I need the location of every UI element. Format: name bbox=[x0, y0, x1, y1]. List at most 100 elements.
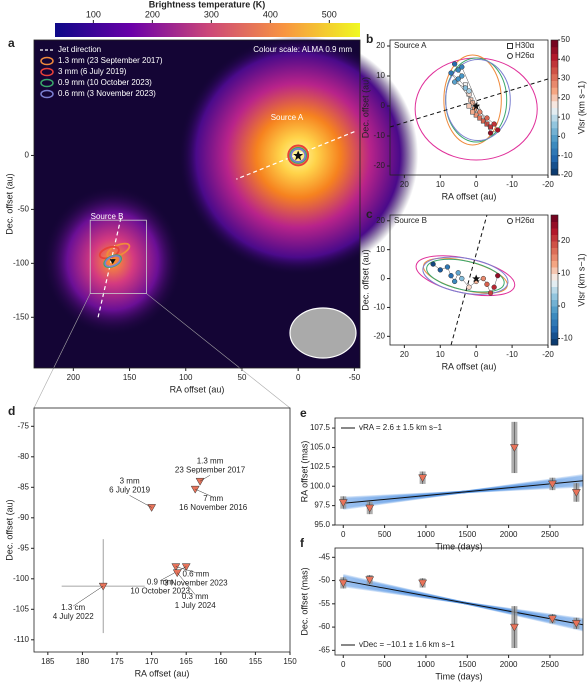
y-tick-label: 102.5 bbox=[310, 462, 331, 471]
legend-label: 1.3 mm (23 September 2017) bbox=[58, 56, 163, 65]
source-a-label: Source A bbox=[271, 113, 304, 122]
x-tick-label: 0 bbox=[474, 350, 479, 359]
colorbar-segment bbox=[551, 161, 558, 169]
y-tick-label: 105.0 bbox=[310, 443, 331, 452]
y-tick-label: -55 bbox=[318, 599, 330, 608]
point-date: 1 July 2024 bbox=[175, 601, 216, 610]
colorbar-segment bbox=[551, 215, 558, 222]
y-tick-label: 10 bbox=[376, 245, 385, 254]
colorbar-tick-label: -10 bbox=[561, 334, 573, 343]
colorbar-tick-label: 10 bbox=[561, 112, 570, 121]
y-tick-label: 107.5 bbox=[310, 423, 331, 432]
y-tick-label: 20 bbox=[376, 41, 385, 50]
colorbar-segment bbox=[551, 53, 558, 61]
data-point bbox=[451, 61, 458, 67]
source-a-ellipse bbox=[287, 144, 310, 167]
x-tick-label: 500 bbox=[378, 660, 392, 669]
colorbar-segment bbox=[551, 234, 558, 242]
annotation-leader bbox=[199, 474, 211, 482]
source-b-marker bbox=[109, 259, 116, 265]
beam bbox=[289, 307, 357, 359]
legend-label: H26α bbox=[515, 51, 535, 60]
colorbar-segment bbox=[551, 121, 558, 129]
y-tick-label: 95.0 bbox=[314, 520, 330, 529]
data-point bbox=[455, 76, 461, 82]
position-marker bbox=[98, 582, 108, 591]
x-tick-label: 20 bbox=[400, 350, 409, 359]
fit-ellipse bbox=[426, 258, 505, 293]
legend-label: H26α bbox=[515, 216, 535, 225]
legend-swatch bbox=[40, 67, 54, 77]
x-tick-label: 180 bbox=[76, 657, 90, 666]
panel-title: Source A bbox=[394, 41, 427, 50]
legend-label: 3 mm (6 July 2019) bbox=[58, 67, 127, 76]
y-tick-label: 0 bbox=[381, 274, 386, 283]
data-point bbox=[473, 112, 479, 118]
y-tick-label: 100.0 bbox=[310, 481, 331, 490]
data-point bbox=[477, 115, 483, 121]
panel-label: e bbox=[300, 406, 307, 420]
legend-swatch bbox=[40, 78, 54, 88]
legend-marker bbox=[507, 53, 513, 59]
colorbar-segment bbox=[551, 107, 558, 115]
position-marker bbox=[190, 485, 200, 494]
y-tick-label: -10 bbox=[373, 131, 385, 140]
colorbar-segment bbox=[551, 100, 558, 108]
jet-line bbox=[450, 214, 488, 346]
colorbar-segment bbox=[551, 273, 558, 281]
y-tick-label: -100 bbox=[13, 258, 30, 267]
source-a-ellipse bbox=[289, 147, 308, 164]
x-axis-label: RA offset (au) bbox=[442, 191, 497, 201]
data-point bbox=[491, 121, 497, 127]
colorbar-label: Vlsr (km s−1) bbox=[576, 81, 586, 134]
data-point bbox=[418, 474, 428, 483]
colorbar-segment bbox=[551, 241, 558, 248]
colorbar-segment bbox=[551, 319, 558, 326]
colorbar-segment bbox=[551, 260, 558, 268]
colorbar-tick-label: 30 bbox=[561, 74, 570, 83]
data-point bbox=[466, 88, 472, 94]
colorbar-segment bbox=[551, 247, 558, 255]
fit-ellipse bbox=[422, 256, 509, 295]
jet-line bbox=[389, 78, 549, 128]
fit-ellipse bbox=[445, 59, 511, 141]
colorbar-segment bbox=[551, 286, 558, 294]
colorbar-segment bbox=[551, 67, 558, 75]
y-tick-label: -85 bbox=[17, 482, 29, 491]
colorbar-tick-label: 0 bbox=[561, 132, 566, 141]
data-point bbox=[365, 504, 375, 513]
data-point bbox=[470, 100, 476, 106]
point-date: 6 July 2019 bbox=[109, 486, 150, 495]
data-point bbox=[451, 79, 458, 85]
y-tick-label: -105 bbox=[13, 604, 30, 613]
colorbar-segment bbox=[551, 228, 558, 235]
y-tick-label: 10 bbox=[376, 71, 385, 80]
panel-label: c bbox=[366, 207, 373, 221]
data-point bbox=[477, 109, 483, 115]
annotation-leader bbox=[73, 585, 104, 607]
data-point bbox=[509, 623, 519, 632]
x-tick-label: 175 bbox=[110, 657, 124, 666]
plot-frame bbox=[33, 407, 291, 653]
y-axis-label: Dec. offset (au) bbox=[4, 173, 14, 234]
point-date: 23 September 2017 bbox=[175, 465, 246, 474]
position-marker bbox=[147, 504, 157, 512]
y-tick-label: -50 bbox=[17, 205, 29, 214]
panel-label: b bbox=[366, 32, 373, 46]
fit-ellipse bbox=[443, 54, 502, 146]
colorbar-segment bbox=[551, 293, 558, 300]
colorbar-segment bbox=[551, 312, 558, 320]
y-axis-label: Dec. offset (au) bbox=[360, 249, 370, 310]
point-date: 4 July 2022 bbox=[53, 612, 94, 621]
legend-swatch bbox=[40, 89, 54, 99]
x-tick-label: 155 bbox=[249, 657, 263, 666]
point-band: 1.3 cm bbox=[61, 603, 85, 612]
y-tick-label: 20 bbox=[376, 216, 385, 225]
colorbar-segment bbox=[551, 94, 558, 102]
colour-scale-note: Colour scale: ALMA 0.9 mm bbox=[253, 45, 352, 54]
colorbar-frame bbox=[550, 39, 559, 176]
colorbar-tick-label: 100 bbox=[86, 9, 101, 19]
x-axis-label: RA offset (au) bbox=[442, 361, 497, 371]
x-tick-label: 0 bbox=[341, 530, 346, 539]
x-axis-label: Time (days) bbox=[435, 541, 482, 551]
